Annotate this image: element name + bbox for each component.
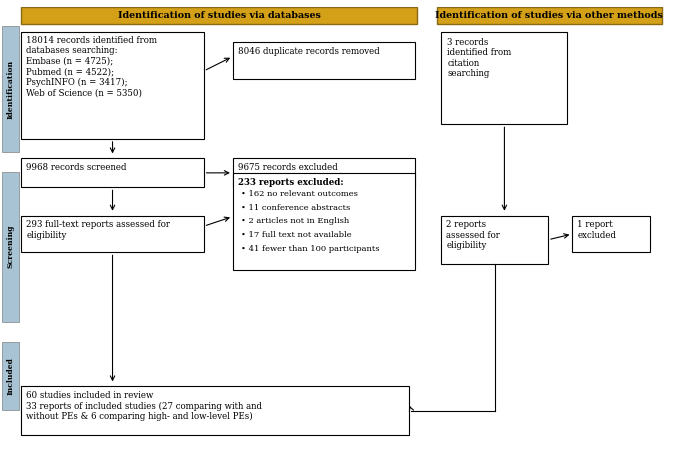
Text: 9675 records excluded: 9675 records excluded <box>238 163 338 172</box>
Text: • 11 conference abstracts: • 11 conference abstracts <box>240 204 350 212</box>
FancyBboxPatch shape <box>572 216 650 253</box>
FancyBboxPatch shape <box>21 158 203 187</box>
Text: Included: Included <box>7 356 14 395</box>
Text: Screening: Screening <box>7 225 14 268</box>
Text: Identification of studies via databases: Identification of studies via databases <box>118 11 321 20</box>
Text: 1 report
excluded: 1 report excluded <box>577 220 616 240</box>
Text: • 17 full text not available: • 17 full text not available <box>240 231 351 239</box>
Text: 8046 duplicate records removed: 8046 duplicate records removed <box>238 47 379 56</box>
FancyBboxPatch shape <box>2 342 19 410</box>
FancyBboxPatch shape <box>233 173 415 270</box>
FancyBboxPatch shape <box>2 27 19 152</box>
Text: Identification of studies via other methods: Identification of studies via other meth… <box>435 11 663 20</box>
Text: • 2 articles not in English: • 2 articles not in English <box>240 218 349 226</box>
Text: 2 reports
assessed for
eligibility: 2 reports assessed for eligibility <box>446 220 500 250</box>
Text: 18014 records identified from
databases searching:
Embase (n = 4725);
Pubmed (n : 18014 records identified from databases … <box>26 36 157 97</box>
FancyBboxPatch shape <box>436 7 662 24</box>
FancyBboxPatch shape <box>441 32 567 124</box>
Text: • 41 fewer than 100 participants: • 41 fewer than 100 participants <box>240 245 379 253</box>
Text: Identification: Identification <box>7 60 14 119</box>
FancyBboxPatch shape <box>441 216 548 264</box>
FancyBboxPatch shape <box>233 158 415 187</box>
FancyBboxPatch shape <box>21 7 417 24</box>
Text: 9968 records screened: 9968 records screened <box>26 163 127 172</box>
Text: 60 studies included in review
33 reports of included studies (27 comparing with : 60 studies included in review 33 reports… <box>26 391 262 421</box>
Text: 233 reports excluded:: 233 reports excluded: <box>238 178 343 187</box>
Text: • 162 no relevant outcomes: • 162 no relevant outcomes <box>240 190 358 199</box>
FancyBboxPatch shape <box>21 216 203 253</box>
Text: 3 records
identified from
citation
searching: 3 records identified from citation searc… <box>447 38 512 78</box>
FancyBboxPatch shape <box>233 42 415 79</box>
Text: 293 full-text reports assessed for
eligibility: 293 full-text reports assessed for eligi… <box>26 220 170 240</box>
FancyBboxPatch shape <box>21 32 203 139</box>
FancyBboxPatch shape <box>21 386 410 435</box>
FancyBboxPatch shape <box>2 172 19 322</box>
